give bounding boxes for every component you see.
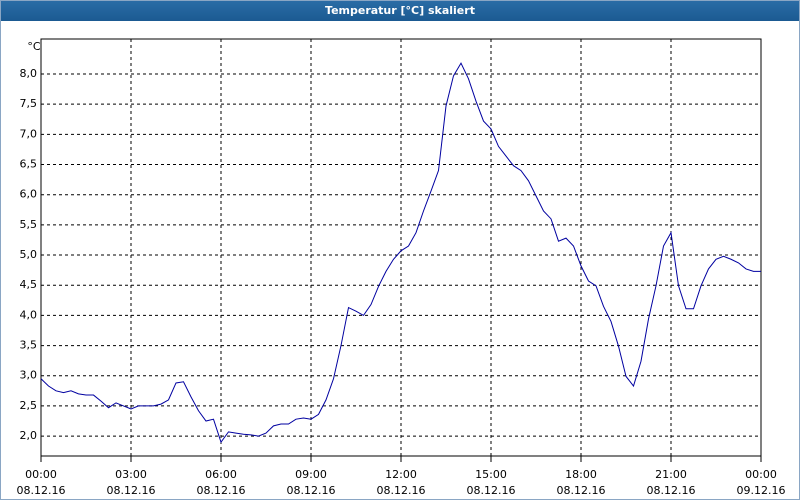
x-tick-label: 09:00: [295, 468, 327, 481]
y-tick-label: 3,0: [20, 369, 38, 382]
y-tick-label: 2,0: [20, 429, 38, 442]
x-tick-label: 03:00: [115, 468, 147, 481]
y-unit: °C: [27, 40, 41, 53]
y-tick-label: 8,0: [20, 67, 38, 80]
chart: °C 2,0 2,5 3,0 3,5 4,0 4,5 5,0 5,5 6,0 6,5 7,0 7,5 8…: [17, 38, 786, 497]
x-tick-label: 18:00: [565, 468, 597, 481]
x-tick-date: 08.12.16: [287, 484, 336, 497]
y-tick-label: 7,5: [20, 97, 38, 110]
x-tick-label: 06:00: [205, 468, 237, 481]
x-tick-label: 12:00: [385, 468, 417, 481]
x-tick-date: 08.12.16: [197, 484, 246, 497]
y-tick-label: 6,5: [20, 158, 38, 171]
x-tick-label: 00:00: [25, 468, 57, 481]
x-tick-label: 15:00: [475, 468, 507, 481]
x-tick-date: 08.12.16: [17, 484, 66, 497]
y-tick-label: 4,0: [20, 308, 38, 321]
x-tick-label: 00:00: [745, 468, 777, 481]
x-tick-date: 08.12.16: [557, 484, 606, 497]
y-tick-label: 6,0: [20, 188, 38, 201]
x-tick-date: 08.12.16: [467, 484, 516, 497]
temperature-line: [40, 62, 761, 444]
y-tick-label: 5,0: [20, 248, 38, 261]
y-tick-label: 7,0: [20, 127, 38, 140]
x-tick-date: 08.12.16: [107, 484, 156, 497]
x-tick-date: 09.12.16: [737, 484, 786, 497]
y-tick-label: 3,5: [20, 339, 38, 352]
x-tick-label: 21:00: [655, 468, 687, 481]
x-tick-date: 08.12.16: [377, 484, 426, 497]
y-tick-label: 2,5: [20, 399, 38, 412]
y-tick-label: 5,5: [20, 218, 38, 231]
plot-area: [40, 38, 762, 457]
y-tick-label: 4,5: [20, 278, 38, 291]
x-tick-date: 08.12.16: [647, 484, 696, 497]
window-title: Temperatur [°C] skaliert: [1, 1, 799, 21]
